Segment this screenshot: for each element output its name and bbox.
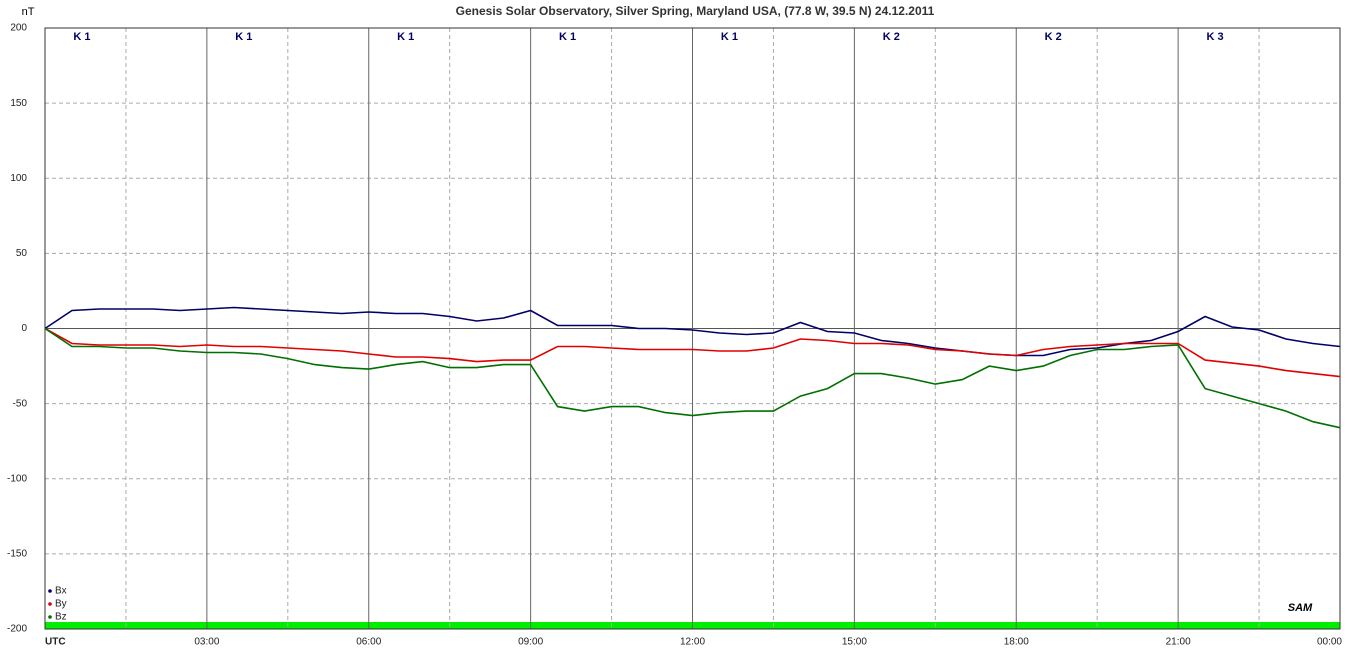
k-index-label: K 1 bbox=[397, 31, 414, 43]
y-tick-label: -150 bbox=[7, 549, 27, 560]
k-index-label: K 3 bbox=[1207, 31, 1224, 43]
x-tick-label: 06:00 bbox=[356, 637, 381, 648]
legend-marker bbox=[48, 602, 52, 606]
x-tick-label: 18:00 bbox=[1004, 637, 1029, 648]
legend-marker bbox=[48, 615, 52, 619]
y-tick-label: 200 bbox=[10, 23, 27, 34]
x-tick-label: 21:00 bbox=[1166, 637, 1191, 648]
x-tick-label: 00:00 bbox=[1317, 637, 1342, 648]
y-tick-label: -50 bbox=[13, 398, 28, 409]
x-tick-label: 12:00 bbox=[680, 637, 705, 648]
k-index-label: K 2 bbox=[883, 31, 900, 43]
k-index-label: K 1 bbox=[559, 31, 576, 43]
legend-marker bbox=[48, 589, 52, 593]
y-tick-label: -200 bbox=[7, 624, 27, 635]
y-tick-label: 0 bbox=[21, 323, 27, 334]
y-tick-label: 150 bbox=[10, 98, 27, 109]
data-line bbox=[44, 327, 1341, 378]
y-axis-label: nT bbox=[22, 6, 35, 18]
y-tick-label: 50 bbox=[16, 248, 28, 259]
k-index-label: K 1 bbox=[73, 31, 90, 43]
k-index-label: K 2 bbox=[1045, 31, 1062, 43]
k-index-label: K 1 bbox=[235, 31, 252, 43]
legend-label: Bx bbox=[55, 586, 67, 597]
chart-title: Genesis Solar Observatory, Silver Spring… bbox=[456, 4, 935, 18]
x-tick-label: 15:00 bbox=[842, 637, 867, 648]
x-tick-label: UTC bbox=[45, 637, 66, 648]
x-tick-label: 03:00 bbox=[194, 637, 219, 648]
data-line bbox=[44, 327, 1341, 429]
logo: SAM bbox=[1288, 602, 1313, 614]
legend-label: Bz bbox=[55, 612, 67, 623]
x-tick-label: 09:00 bbox=[518, 637, 543, 648]
k-index-label: K 1 bbox=[721, 31, 738, 43]
y-tick-label: 100 bbox=[10, 173, 27, 184]
legend-label: By bbox=[55, 599, 67, 610]
y-tick-label: -100 bbox=[7, 473, 27, 484]
